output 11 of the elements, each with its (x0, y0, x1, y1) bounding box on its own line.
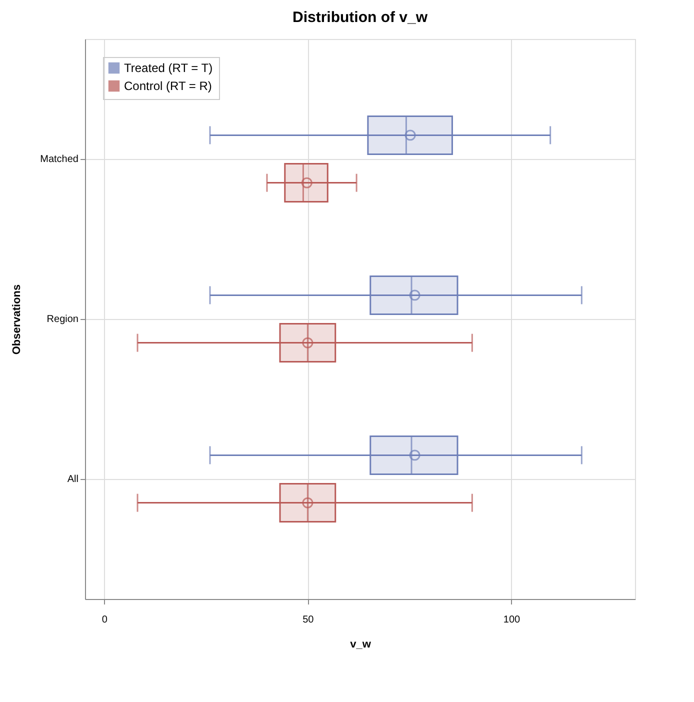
y-tick-label: All (67, 474, 78, 485)
legend-label: Control (RT = R) (124, 79, 212, 93)
legend-label: Treated (RT = T) (124, 61, 213, 75)
x-tick-label: 0 (102, 614, 108, 626)
y-axis-title: Observations (11, 284, 24, 355)
y-tick-label: Region (46, 314, 78, 325)
y-tick-label: Matched (40, 154, 78, 165)
x-tick-label: 100 (503, 614, 521, 626)
chart-title: Distribution of v_w (292, 9, 428, 26)
x-tick-label: 50 (302, 614, 314, 626)
x-axis-title: v_w (350, 638, 372, 650)
